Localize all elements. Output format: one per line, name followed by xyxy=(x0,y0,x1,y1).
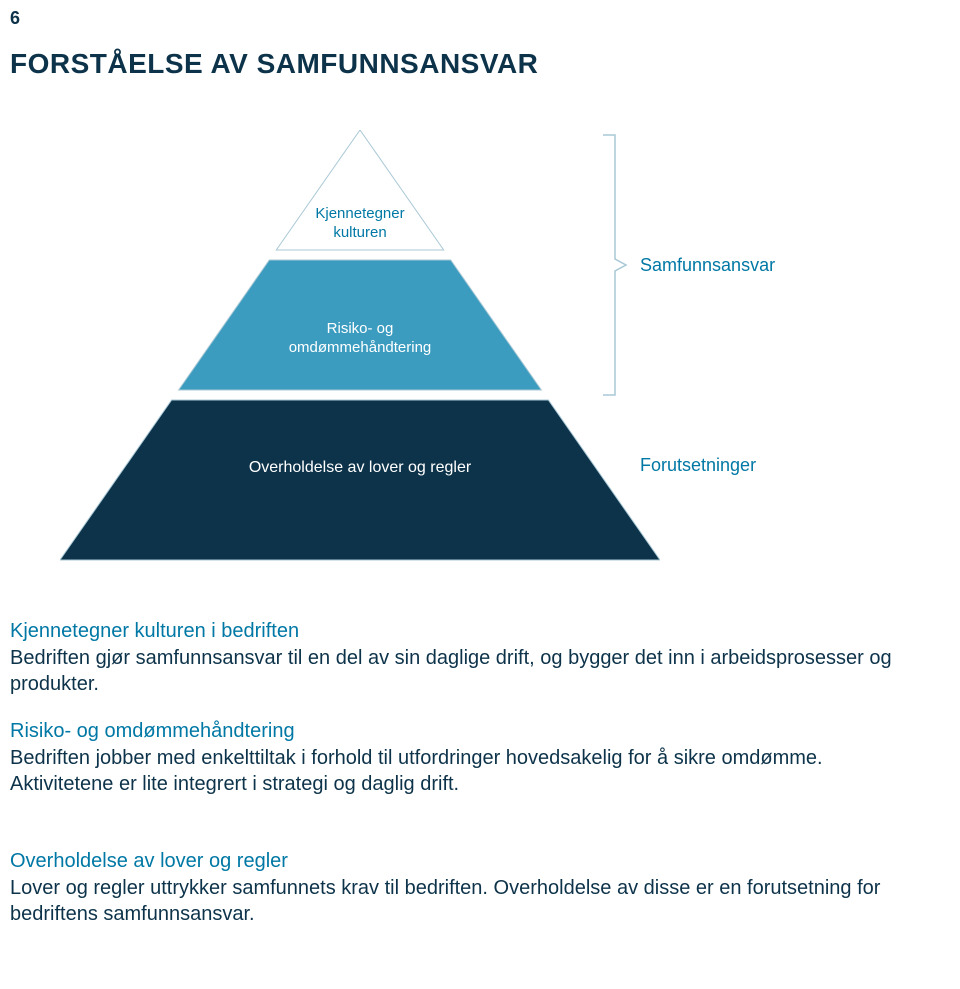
tier-label-bottom: Overholdelse av lover og regler xyxy=(200,458,520,478)
side-label-forutsetninger: Forutsetninger xyxy=(640,455,756,476)
tier-mid-line1: Risiko- og xyxy=(327,320,394,337)
page-heading: FORSTÅELSE AV SAMFUNNSANSVAR xyxy=(10,48,538,80)
section-3-title: Overholdelse av lover og regler xyxy=(10,850,930,873)
section-1-body: Bedriften gjør samfunnsansvar til en del… xyxy=(10,645,930,698)
tier-top-line1: Kjennetegner xyxy=(315,205,404,222)
tier-label-top: Kjennetegner kulturen xyxy=(260,205,460,243)
section-3-body: Lover og regler uttrykker samfunnets kra… xyxy=(10,875,930,928)
section-3: Overholdelse av lover og regler Lover og… xyxy=(10,850,930,928)
bracket-top xyxy=(600,130,630,410)
section-2: Risiko- og omdømmehåndtering Bedriften j… xyxy=(10,720,930,798)
section-1-title: Kjennetegner kulturen i bedriften xyxy=(10,620,930,643)
section-2-body: Bedriften jobber med enkelttiltak i forh… xyxy=(10,745,930,798)
tier-label-middle: Risiko- og omdømmehåndtering xyxy=(240,320,480,358)
page-number: 6 xyxy=(10,8,20,29)
tier-top-line2: kulturen xyxy=(333,224,386,241)
side-label-samfunnsansvar: Samfunnsansvar xyxy=(640,255,775,276)
tier-mid-line2: omdømmehåndtering xyxy=(289,339,432,356)
pyramid-diagram: Kjennetegner kulturen Risiko- og omdømme… xyxy=(60,130,660,570)
section-1: Kjennetegner kulturen i bedriften Bedrif… xyxy=(10,620,930,698)
tier-bot-line1: Overholdelse av lover og regler xyxy=(249,459,471,476)
section-2-title: Risiko- og omdømmehåndtering xyxy=(10,720,930,743)
